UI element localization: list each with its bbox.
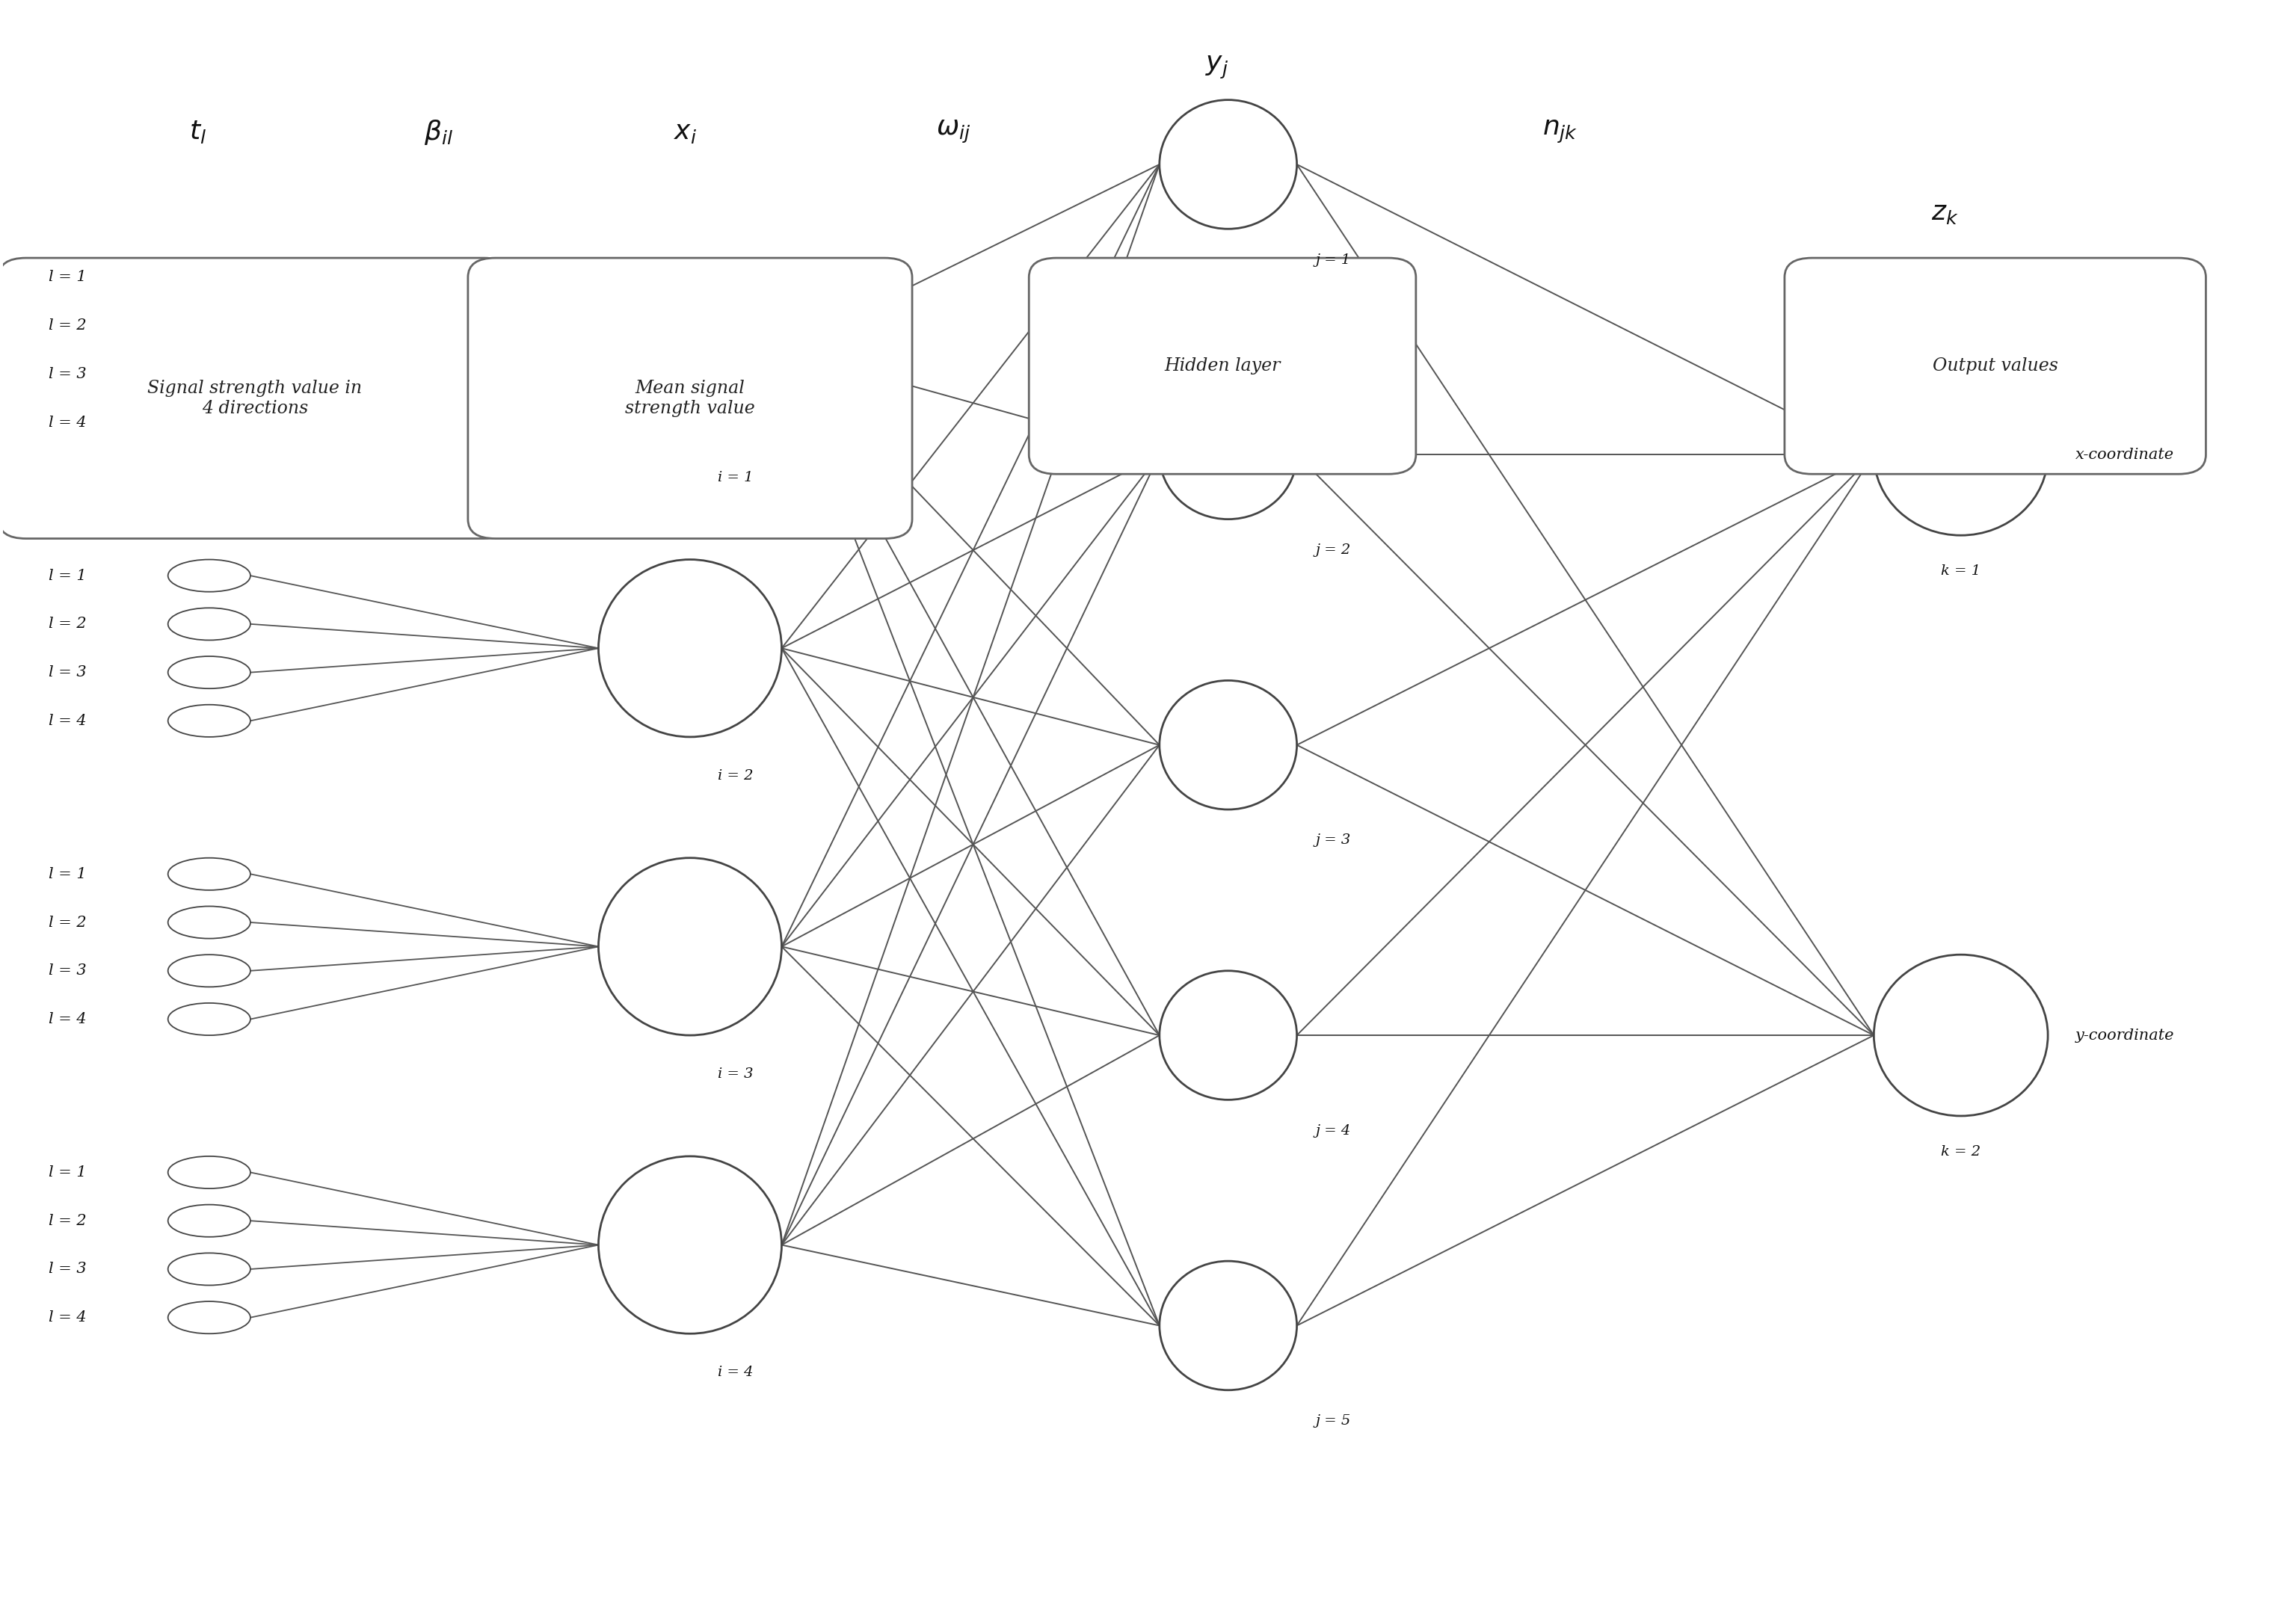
Ellipse shape [599, 858, 781, 1035]
Polygon shape [140, 301, 225, 520]
FancyBboxPatch shape [1784, 257, 2206, 474]
Text: Mean signal
strength value: Mean signal strength value [625, 380, 755, 416]
Text: l = 1: l = 1 [48, 866, 87, 881]
Text: j = 1: j = 1 [1316, 253, 1350, 267]
Ellipse shape [168, 955, 250, 988]
Text: l = 3: l = 3 [48, 1263, 87, 1276]
Text: j = 2: j = 2 [1316, 544, 1350, 557]
Text: l = 3: l = 3 [48, 665, 87, 680]
Ellipse shape [1159, 680, 1297, 810]
Text: j = 5: j = 5 [1316, 1415, 1350, 1428]
Text: $y_j$: $y_j$ [1205, 55, 1228, 81]
Text: $t_l$: $t_l$ [188, 120, 207, 146]
Text: l = 2: l = 2 [48, 1214, 87, 1227]
Text: l = 4: l = 4 [48, 1012, 87, 1026]
Text: k = 2: k = 2 [1940, 1145, 1981, 1159]
Text: k = 1: k = 1 [1940, 565, 1981, 578]
Ellipse shape [168, 1156, 250, 1188]
Text: Hidden layer: Hidden layer [1164, 358, 1281, 374]
Ellipse shape [1874, 374, 2048, 536]
Text: Output values: Output values [1933, 358, 2057, 374]
Text: $\beta_{il}$: $\beta_{il}$ [422, 118, 452, 146]
FancyBboxPatch shape [468, 257, 912, 539]
Ellipse shape [168, 1253, 250, 1285]
Text: i = 3: i = 3 [719, 1067, 753, 1081]
Ellipse shape [168, 406, 250, 439]
Ellipse shape [168, 607, 250, 640]
Text: l = 1: l = 1 [48, 568, 87, 583]
Ellipse shape [168, 309, 250, 342]
Ellipse shape [168, 858, 250, 890]
Text: Signal strength value in
4 directions: Signal strength value in 4 directions [147, 380, 363, 416]
Text: $n_{jk}$: $n_{jk}$ [1543, 120, 1577, 146]
Ellipse shape [168, 656, 250, 688]
Text: i = 4: i = 4 [719, 1366, 753, 1379]
FancyBboxPatch shape [1029, 257, 1417, 474]
Text: j = 4: j = 4 [1316, 1124, 1350, 1138]
Ellipse shape [168, 1302, 250, 1334]
Polygon shape [1194, 301, 1251, 455]
Text: l = 3: l = 3 [48, 368, 87, 380]
Ellipse shape [168, 1004, 250, 1035]
Ellipse shape [168, 704, 250, 737]
Text: l = 4: l = 4 [48, 714, 87, 729]
Text: l = 2: l = 2 [48, 319, 87, 334]
Text: $\omega_{ij}$: $\omega_{ij}$ [937, 120, 971, 146]
Text: y-coordinate: y-coordinate [2076, 1028, 2174, 1043]
Text: l = 1: l = 1 [48, 270, 87, 285]
Text: l = 4: l = 4 [48, 416, 87, 429]
Text: x-coordinate: x-coordinate [2076, 447, 2174, 461]
Text: l = 2: l = 2 [48, 617, 87, 631]
Text: $x_i$: $x_i$ [673, 120, 698, 144]
Ellipse shape [168, 1205, 250, 1237]
Ellipse shape [168, 907, 250, 939]
Ellipse shape [1159, 100, 1297, 228]
Text: i = 2: i = 2 [719, 769, 753, 782]
Ellipse shape [168, 358, 250, 390]
Polygon shape [1968, 301, 2023, 455]
Text: i = 1: i = 1 [719, 471, 753, 484]
Ellipse shape [599, 560, 781, 737]
Ellipse shape [599, 1156, 781, 1334]
Polygon shape [611, 301, 719, 520]
Text: l = 1: l = 1 [48, 1166, 87, 1180]
Ellipse shape [1874, 955, 2048, 1115]
Ellipse shape [599, 261, 781, 439]
Text: $z_k$: $z_k$ [1931, 201, 1958, 225]
Ellipse shape [1159, 971, 1297, 1099]
Ellipse shape [168, 261, 250, 293]
Ellipse shape [1159, 390, 1297, 520]
FancyBboxPatch shape [0, 257, 512, 539]
Text: j = 3: j = 3 [1316, 834, 1350, 847]
Ellipse shape [1159, 1261, 1297, 1391]
Text: l = 4: l = 4 [48, 1310, 87, 1324]
Text: l = 3: l = 3 [48, 963, 87, 978]
Ellipse shape [168, 560, 250, 593]
Text: l = 2: l = 2 [48, 915, 87, 929]
